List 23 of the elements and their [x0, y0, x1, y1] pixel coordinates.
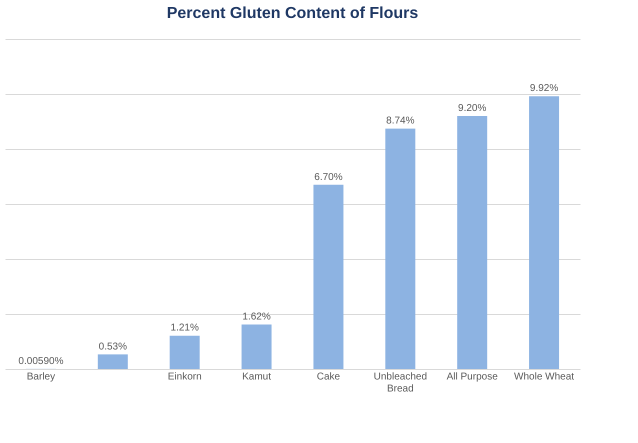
x-tick-label: Kamut [242, 372, 272, 382]
data-label: 9.92% [530, 83, 558, 94]
data-label: 9.20% [458, 103, 486, 114]
x-tick-label: Whole Wheat [514, 372, 574, 382]
data-label: 6.70% [314, 172, 343, 183]
x-tick-label: Einkorn [168, 372, 202, 382]
bar [98, 354, 128, 369]
bar [313, 184, 344, 369]
chart-title: Percent Gluten Content of Flours [166, 5, 418, 22]
x-tick-label: Barley [26, 372, 56, 382]
data-label: 1.21% [170, 322, 199, 334]
bar [529, 96, 560, 369]
data-label: 0.53% [98, 341, 128, 352]
x-tick-label: All Purpose [446, 372, 498, 382]
data-label: 8.74% [386, 116, 415, 127]
bar [242, 324, 272, 369]
x-tick-label: Cake [316, 372, 341, 382]
data-label: 1.62% [242, 311, 271, 322]
bar [385, 128, 416, 369]
bar [170, 336, 200, 369]
bar [457, 116, 488, 369]
data-label: 0.00590% [18, 356, 64, 367]
x-tick-label: Unbleached Bread [374, 372, 427, 394]
